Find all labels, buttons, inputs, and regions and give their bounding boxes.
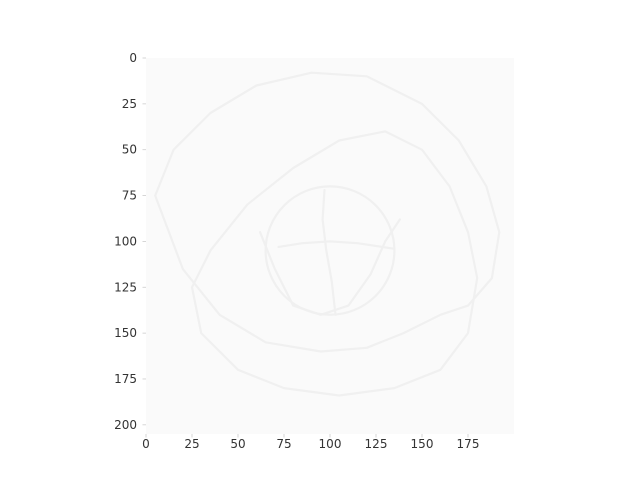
y-tick-label: 175 [114, 372, 137, 386]
x-tick-label: 25 [184, 437, 199, 451]
x-tick-label: 0 [142, 437, 150, 451]
lower-loop-stroke [190, 130, 479, 397]
inner-horizontal-stroke [277, 240, 396, 250]
outer-loop-stroke [154, 71, 501, 353]
y-tick-label: 75 [122, 189, 137, 203]
x-tick-label: 50 [230, 437, 245, 451]
x-tick-label: 125 [365, 437, 388, 451]
y-tick-label: 125 [114, 280, 137, 294]
x-tick-label: 75 [276, 437, 291, 451]
y-axis: 0 25 50 75 100 125 150 175 200 [114, 51, 146, 432]
x-tick-label: 100 [319, 437, 342, 451]
y-tick-label: 150 [114, 326, 137, 340]
x-tick-label: 150 [411, 437, 434, 451]
y-tick-label: 50 [122, 143, 137, 157]
x-tick-label: 175 [457, 437, 480, 451]
inner-vertical-stroke [321, 189, 337, 316]
y-tick-label: 100 [114, 234, 137, 248]
image-shapes [154, 71, 501, 397]
y-tick-label: 200 [114, 418, 137, 432]
plot-area [146, 58, 514, 434]
inner-circle-stroke [264, 185, 396, 316]
y-tick-label: 0 [129, 51, 137, 65]
x-axis: 0 25 50 75 100 125 150 175 [142, 434, 479, 451]
inner-wave-stroke [259, 218, 401, 316]
y-tick-label: 25 [122, 97, 137, 111]
